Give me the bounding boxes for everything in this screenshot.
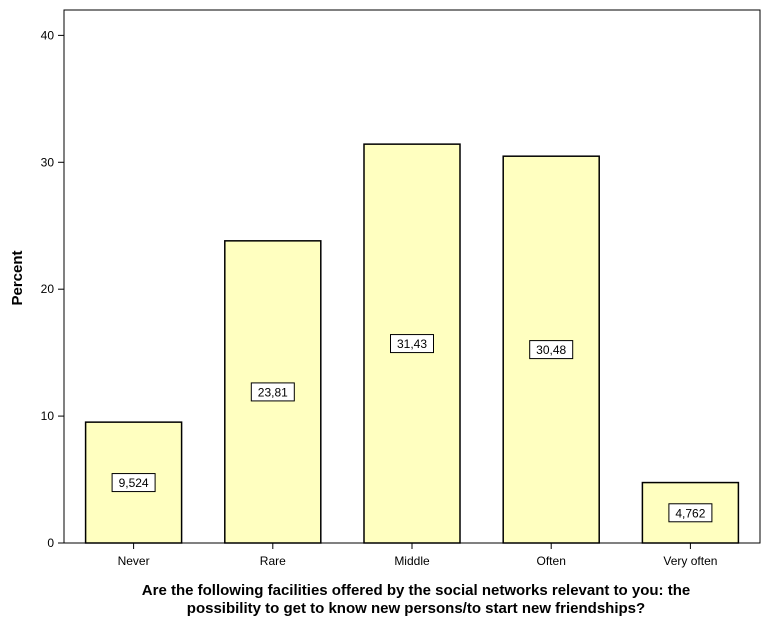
data-label-box [668,503,713,523]
y-tick-label: 40 [41,28,55,42]
x-category-label: Middle [394,554,430,568]
data-label: 23,81 [258,385,288,399]
y-axis-title: Percent [9,250,26,305]
data-label: 4,762 [675,506,705,520]
x-axis: Never Rare Middle Often Very often [118,543,717,568]
data-label-box [529,340,574,360]
x-category-label: Rare [260,554,286,568]
data-label-box [390,334,434,354]
data-label: 9,524 [119,476,149,490]
x-category-label: Very often [663,554,717,568]
data-label-box [111,473,156,493]
x-category-label: Often [537,554,566,568]
x-axis-title-line-2: possibility to get to know new persons/t… [187,600,645,617]
data-label: 30,48 [536,343,566,357]
y-tick-label: 20 [41,282,55,296]
x-axis-title-line-1: Are the following facilities offered by … [142,582,690,599]
y-tick-label: 30 [41,155,55,169]
y-tick-label: 0 [47,536,54,550]
y-tick-label: 10 [41,409,55,423]
data-label-box [250,382,295,402]
bars: 9,524 23,81 31,43 30,48 4,762 [84,143,740,544]
data-label: 31,43 [397,337,427,351]
y-axis: 0 10 20 30 40 [41,28,64,550]
x-category-label: Never [118,554,150,568]
